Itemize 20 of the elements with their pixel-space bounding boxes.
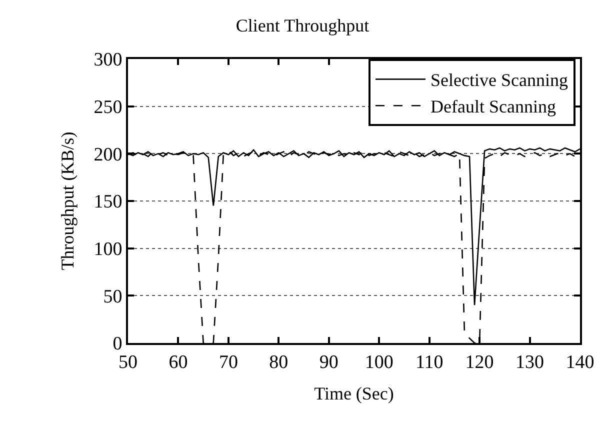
- x-tick-label: 90: [319, 352, 338, 373]
- legend-label: Selective Scanning: [430, 70, 568, 90]
- chart-title: Client Throughput: [236, 16, 370, 36]
- y-tick-label: 50: [103, 286, 122, 308]
- y-tick-label: 100: [94, 238, 122, 260]
- x-tick-label: 140: [566, 352, 594, 373]
- x-tick-label: 70: [218, 352, 238, 373]
- y-tick-label: 250: [94, 96, 122, 118]
- y-tick-label: 150: [94, 192, 122, 213]
- x-tick-label: 60: [168, 352, 188, 373]
- y-tick-label: 300: [94, 50, 122, 71]
- x-axis-title: Time (Sec): [314, 383, 394, 404]
- y-tick-label: 200: [94, 144, 122, 166]
- x-tick-label: 130: [516, 352, 544, 373]
- x-tick-label: 110: [415, 352, 444, 373]
- x-tick-label: 120: [465, 352, 494, 373]
- y-axis-title: Throughput (KB/s): [57, 132, 78, 270]
- x-tick-label: 100: [364, 352, 394, 373]
- legend-label: Default Scanning: [430, 96, 556, 117]
- x-tick-label: 80: [269, 352, 288, 373]
